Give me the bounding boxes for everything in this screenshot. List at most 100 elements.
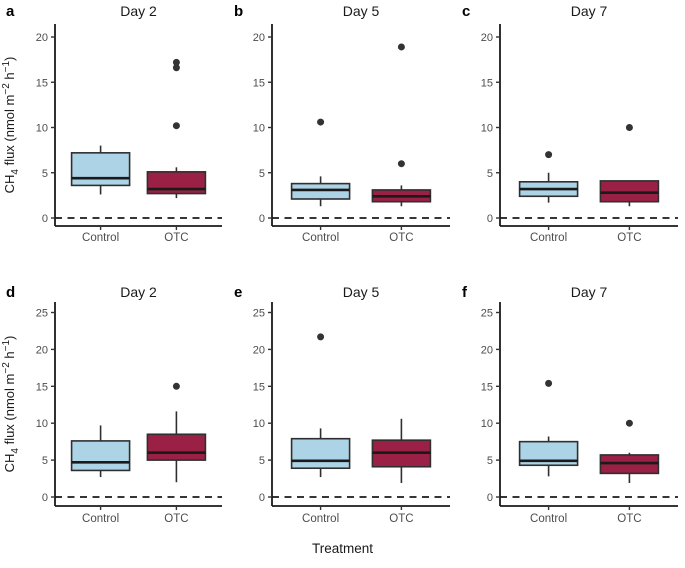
y-tick-label: 10 [481,418,493,430]
outlier-point [397,160,405,168]
y-tick-label: 15 [253,381,265,393]
box-control [518,379,579,477]
outlier-point [625,124,633,131]
panel-letter: f [462,284,468,301]
panel-c-chart: c Day 7 0 5 10 15 20 Control OTC [462,3,678,244]
y-tick-label: 25 [253,308,265,320]
x-tick-label: Control [530,232,567,244]
x-tick-label: Control [302,232,339,244]
y-axis-title-superscript: −2 [1,83,12,95]
y-axis-title-text: flux (nmol m [2,95,17,169]
panel-e-chart: e Day 5 0 5 10 15 20 25 Control OTC [234,284,450,525]
panel-b-chart: b Day 5 0 5 10 15 20 Control OTC [234,3,450,244]
x-tick-label: OTC [164,513,188,525]
panel-title: Day 7 [571,284,608,300]
y-axis-title: CH4 flux (nmol m−2 h−1) [1,336,21,473]
panel-c: c Day 7 0 5 10 15 20 Control OTC [456,0,684,252]
x-tick-label: Control [82,232,119,244]
y-tick-label: 10 [253,123,265,135]
outlier-point [172,382,180,390]
y-tick-label: 10 [253,418,265,430]
y-axis-title: CH4 flux (nmol m−2 h−1) [1,57,21,194]
box-otc [599,124,660,207]
x-tick-label: OTC [389,232,413,244]
y-tick-label: 5 [42,455,48,467]
outlier-point [172,64,180,72]
panel-letter: a [6,3,15,20]
outlier-point [545,379,553,387]
y-tick-label: 15 [481,381,493,393]
box-otc [371,43,432,207]
panel-letter: c [462,3,470,20]
box-control [290,118,351,207]
outlier-point [317,118,325,126]
x-axis-title: Treatment [311,541,374,556]
y-tick-label: 0 [259,492,265,504]
y-tick-label: 5 [259,455,265,467]
outlier-point [172,122,180,130]
y-axis-title-text: h [2,351,17,362]
x-tick-label: OTC [617,232,641,244]
y-axis-title-text: flux (nmol m [2,374,17,448]
y-axis-title-text: ) [2,57,17,61]
panel-d: d Day 2 0 5 10 15 20 25 Control OTC CH4 flux (nmol… [0,272,228,525]
y-tick-label: 20 [253,32,265,44]
outlier-point [545,151,553,159]
y-tick-label: 15 [36,77,48,89]
y-tick-label: 25 [36,308,48,320]
y-tick-label: 5 [487,455,493,467]
y-tick-label: 0 [487,213,493,225]
y-axis-title-subscript: 4 [10,448,21,454]
panel-a-chart: a Day 2 0 5 10 15 20 Control OTC CH4 flux (nmol m… [1,3,222,244]
box-rect [146,433,207,461]
y-axis-title-text: CH [2,175,17,194]
x-tick-label: Control [82,513,119,525]
panel-title: Day 7 [571,3,608,19]
y-axis-title-text: ) [2,336,17,340]
y-tick-label: 0 [42,492,48,504]
x-tick-label: OTC [164,232,188,244]
y-tick-label: 5 [259,168,265,180]
panel-b: b Day 5 0 5 10 15 20 Control OTC [228,0,456,252]
y-axis-title-superscript: −2 [1,362,12,374]
x-tick-label: OTC [617,513,641,525]
box-rect [290,182,351,200]
y-tick-label: 0 [42,213,48,225]
outlier-point [397,43,405,51]
box-control [518,151,579,203]
y-axis-title-subscript: 4 [10,169,21,175]
y-tick-label: 5 [42,168,48,180]
y-tick-label: 10 [36,418,48,430]
y-tick-label: 20 [36,344,48,356]
outlier-point [625,419,633,427]
panel-title: Day 5 [343,284,380,300]
x-tick-label: Control [530,513,567,525]
y-tick-label: 0 [487,492,493,504]
y-tick-label: 10 [481,123,493,135]
panel-d-chart: d Day 2 0 5 10 15 20 25 Control OTC CH4 flux (nmol… [1,284,222,525]
box-control [70,145,131,195]
panel-e: e Day 5 0 5 10 15 20 25 Control OTC [228,272,456,525]
y-axis-title-text: h [2,72,17,83]
box-otc [146,58,207,199]
x-tick-label: OTC [389,513,413,525]
panel-title: Day 2 [120,3,157,19]
y-tick-label: 25 [481,308,493,320]
y-tick-label: 15 [253,77,265,89]
y-tick-label: 20 [253,344,265,356]
box-control [70,425,131,478]
box-otc [599,419,660,483]
y-tick-label: 5 [487,168,493,180]
y-tick-label: 15 [36,381,48,393]
figure-row-bottom: d Day 2 0 5 10 15 20 25 Control OTC CH4 flux (nmol… [0,272,685,525]
panel-f: f Day 7 0 5 10 15 20 25 Control OTC [456,272,684,525]
y-axis-title-superscript: −1 [1,340,12,352]
box-rect [70,152,131,187]
figure-row-top: a Day 2 0 5 10 15 20 Control OTC CH4 flux (nmol m… [0,0,685,252]
panel-f-chart: f Day 7 0 5 10 15 20 25 Control OTC [462,284,678,525]
box-control [290,333,351,478]
y-tick-label: 20 [481,344,493,356]
y-tick-label: 0 [259,213,265,225]
box-rect [290,437,351,470]
panel-letter: e [234,284,242,301]
